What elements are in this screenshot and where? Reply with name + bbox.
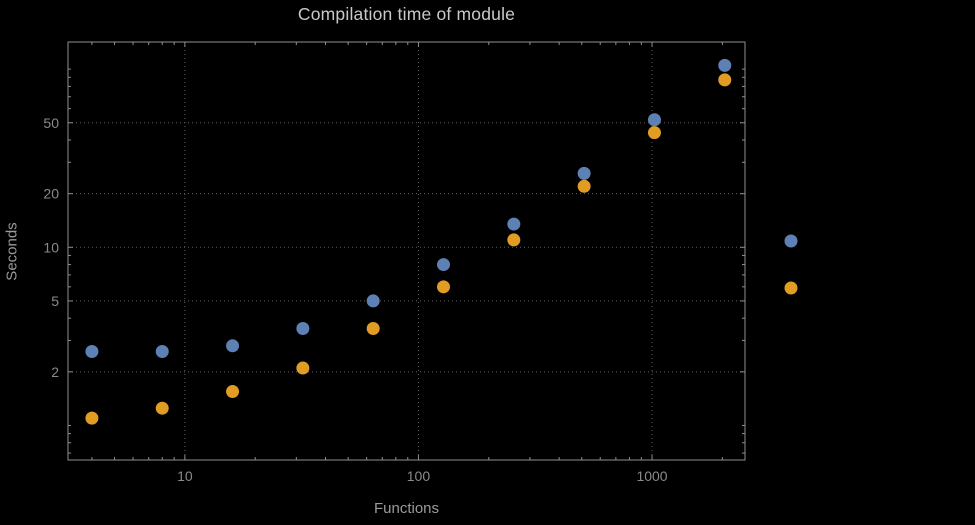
- series-1-point: [85, 345, 99, 359]
- y-tick-label: 10: [43, 239, 59, 255]
- y-tick-label: 2: [51, 364, 59, 380]
- series-2-point: [85, 411, 99, 425]
- y-tick-label: 50: [43, 115, 59, 131]
- series-1-point: [155, 345, 169, 359]
- series-2-point: [718, 73, 732, 87]
- series-1-point: [507, 217, 521, 231]
- series-2-point: [155, 401, 169, 415]
- series-1-point: [226, 339, 240, 353]
- y-axis-label: Seconds: [3, 222, 21, 281]
- series-1-point: [436, 258, 450, 272]
- plot-frame: [67, 41, 746, 461]
- legend-marker-series-2: [784, 281, 798, 295]
- series-1-point: [296, 322, 310, 336]
- y-tick-label: 5: [51, 293, 59, 309]
- series-2-point: [296, 361, 310, 375]
- x-axis-label: Functions: [373, 500, 440, 517]
- y-tick-label: 20: [43, 186, 59, 202]
- chart-title: Compilation time of module: [297, 4, 516, 24]
- x-tick-label: 100: [407, 468, 431, 484]
- series-1-point: [577, 166, 591, 180]
- x-tick-label: 10: [177, 468, 193, 484]
- series-2-point: [226, 385, 240, 399]
- series-1-point: [718, 58, 732, 72]
- series-2-point: [507, 233, 521, 247]
- series-2-point: [436, 280, 450, 294]
- series-2-point: [366, 322, 380, 336]
- series-2-point: [577, 179, 591, 193]
- x-tick-label: 1000: [636, 468, 667, 484]
- series-2-point: [647, 126, 661, 140]
- series-1-point: [366, 294, 380, 308]
- series-1-point: [647, 113, 661, 127]
- legend-marker-series-1: [784, 234, 798, 248]
